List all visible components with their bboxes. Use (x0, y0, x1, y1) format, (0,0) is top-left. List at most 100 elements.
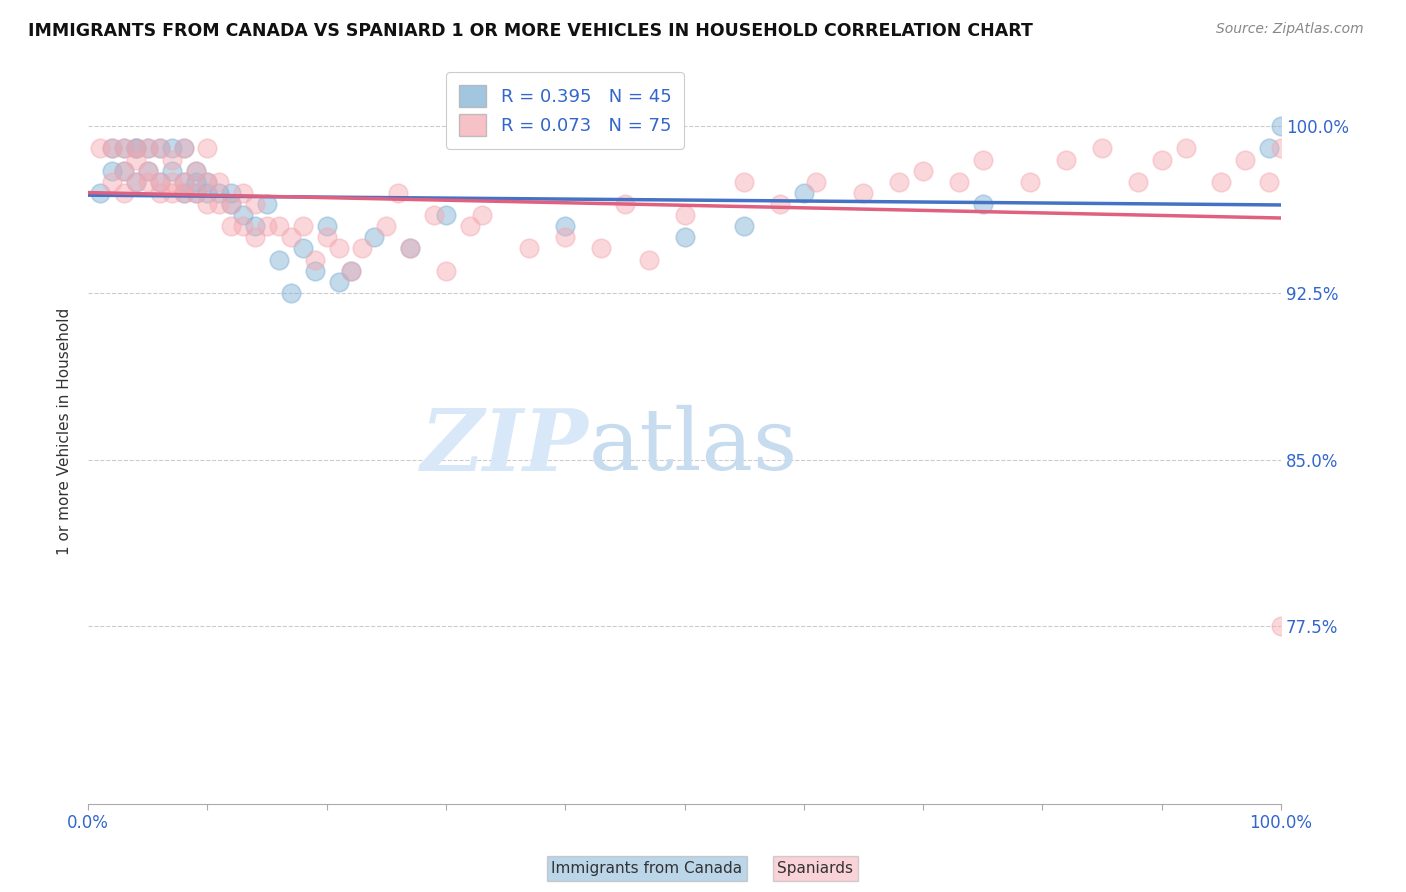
Point (637, 252, 659, 267)
Point (149, 175, 172, 189)
Point (136, 175, 159, 189)
Point (173, 141, 195, 155)
Point (1126, 175, 1149, 189)
Point (160, 163, 183, 178)
Point (733, 219, 755, 234)
Point (1270, 141, 1292, 155)
Point (1211, 175, 1233, 189)
Point (1091, 141, 1114, 155)
Point (221, 197, 243, 211)
Point (197, 175, 219, 189)
Point (889, 175, 911, 189)
Point (519, 242, 541, 256)
Point (375, 219, 398, 234)
Point (125, 175, 148, 189)
Text: Spaniards: Spaniards (778, 861, 853, 876)
Point (221, 186, 243, 200)
Point (136, 163, 159, 178)
Point (173, 186, 195, 200)
Point (221, 197, 243, 211)
Point (554, 219, 576, 234)
Point (280, 285, 302, 300)
Point (328, 275, 350, 289)
Point (208, 175, 231, 189)
Point (160, 141, 183, 155)
Point (280, 230, 302, 244)
Point (112, 163, 135, 178)
Legend: R = 0.395   N = 45, R = 0.073   N = 75: R = 0.395 N = 45, R = 0.073 N = 75 (447, 72, 685, 149)
Point (173, 175, 195, 189)
Point (149, 186, 172, 200)
Point (184, 186, 207, 200)
Point (256, 219, 278, 234)
Point (673, 208, 696, 222)
Point (243, 230, 266, 244)
Point (173, 141, 195, 155)
Point (1258, 141, 1281, 155)
Point (471, 208, 494, 222)
Point (852, 186, 875, 200)
Point (89, 186, 111, 200)
Point (197, 141, 219, 155)
Point (160, 175, 183, 189)
Point (793, 186, 815, 200)
Point (112, 141, 135, 155)
Point (733, 175, 755, 189)
Point (1174, 141, 1197, 155)
Point (125, 141, 148, 155)
Point (399, 242, 422, 256)
Point (197, 197, 219, 211)
Point (184, 163, 207, 178)
Point (197, 186, 219, 200)
Point (387, 186, 409, 200)
Point (352, 242, 374, 256)
Point (101, 175, 124, 189)
Point (267, 252, 290, 267)
Point (613, 197, 636, 211)
Point (291, 242, 314, 256)
Point (243, 219, 266, 234)
Point (184, 163, 207, 178)
Point (208, 197, 231, 211)
Point (208, 186, 231, 200)
Point (304, 263, 326, 277)
Text: ZIP: ZIP (422, 405, 589, 489)
Point (125, 153, 148, 167)
Point (434, 263, 457, 277)
Text: IMMIGRANTS FROM CANADA VS SPANIARD 1 OR MORE VEHICLES IN HOUSEHOLD CORRELATION C: IMMIGRANTS FROM CANADA VS SPANIARD 1 OR … (28, 22, 1033, 40)
Point (101, 141, 124, 155)
Point (197, 175, 219, 189)
Point (173, 186, 195, 200)
Point (972, 197, 994, 211)
Point (315, 230, 337, 244)
Point (136, 163, 159, 178)
Point (339, 263, 361, 277)
Point (291, 219, 314, 234)
Point (423, 208, 446, 222)
Point (232, 186, 254, 200)
Point (125, 141, 148, 155)
Point (948, 175, 970, 189)
Point (972, 153, 994, 167)
Point (589, 242, 612, 256)
Point (232, 208, 254, 222)
Point (1258, 175, 1281, 189)
Point (89, 141, 111, 155)
Point (136, 141, 159, 155)
Point (173, 175, 195, 189)
Point (101, 141, 124, 155)
Point (267, 219, 290, 234)
Text: atlas: atlas (589, 405, 799, 488)
Point (554, 230, 576, 244)
Point (339, 263, 361, 277)
Point (160, 153, 183, 167)
Y-axis label: 1 or more Vehicles in Household: 1 or more Vehicles in Household (58, 308, 72, 556)
Point (149, 175, 172, 189)
Point (673, 230, 696, 244)
Point (1270, 619, 1292, 633)
Point (125, 175, 148, 189)
Point (1270, 120, 1292, 134)
Point (112, 186, 135, 200)
Point (112, 163, 135, 178)
Point (769, 197, 792, 211)
